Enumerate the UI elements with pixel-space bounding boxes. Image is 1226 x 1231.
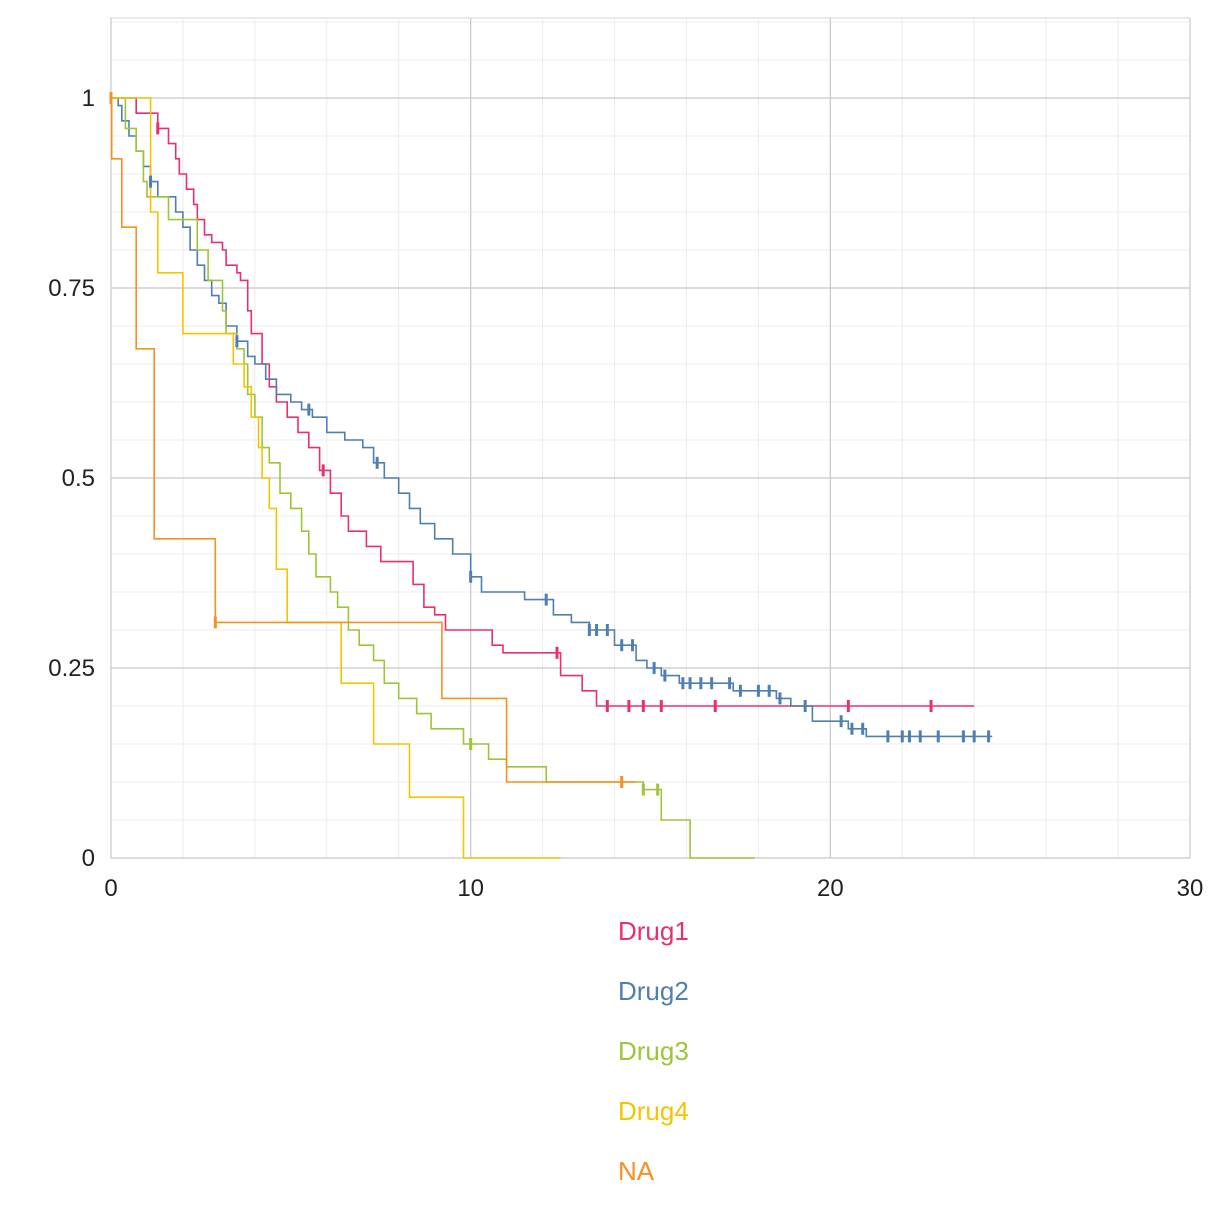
y-tick-label: 0.25 (48, 655, 95, 682)
y-axis-ticks: 0 0.25 0.5 0.75 1 (48, 85, 95, 872)
series-line-drug2 (111, 97, 993, 738)
series-layer (110, 97, 993, 859)
series-line-drug4 (111, 97, 561, 859)
y-tick-label: 0.75 (48, 275, 95, 302)
x-tick-label: 30 (1177, 875, 1204, 902)
y-tick-label: 1 (82, 85, 95, 112)
legend-item-drug1: Drug1 (618, 916, 689, 946)
legend-item-na: NA (618, 1156, 655, 1186)
x-tick-label: 10 (457, 875, 484, 902)
x-tick-label: 0 (104, 875, 117, 902)
x-axis-ticks: 0 10 20 30 (104, 875, 1203, 902)
legend-item-drug3: Drug3 (618, 1036, 689, 1066)
y-tick-label: 0.5 (62, 465, 95, 492)
legend-item-drug4: Drug4 (618, 1096, 689, 1126)
censor-marks (109, 92, 991, 796)
legend: Drug1 Drug2 Drug3 Drug4 NA (618, 916, 689, 1186)
series-line-drug3 (111, 97, 755, 859)
series-line-na (110, 97, 637, 783)
legend-item-drug2: Drug2 (618, 976, 689, 1006)
plot-frame (110, 17, 1191, 859)
x-tick-label: 20 (817, 875, 844, 902)
y-tick-label: 0 (82, 845, 95, 872)
grid (110, 17, 1191, 859)
